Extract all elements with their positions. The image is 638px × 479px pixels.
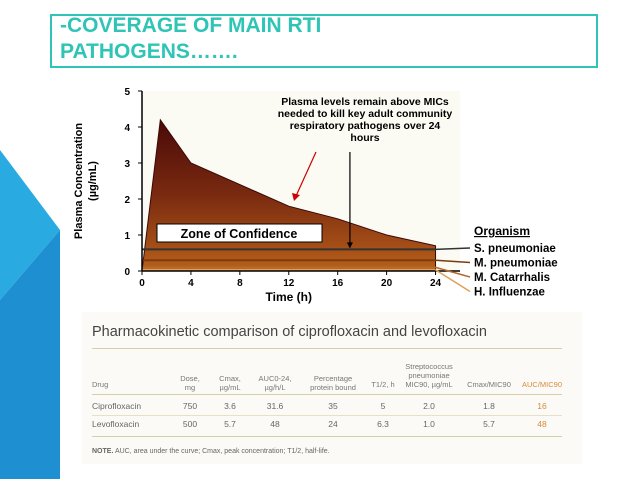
- x-tick-label: 0: [139, 278, 145, 289]
- note-label: NOTE.: [92, 448, 114, 455]
- annotation-line: hours: [350, 132, 379, 144]
- cell-drug: Levofloxacin: [92, 419, 140, 429]
- x-tick-label: 12: [283, 278, 295, 289]
- x-tick-label: 24: [430, 278, 442, 289]
- legend-entry: S. pneumoniae: [474, 243, 556, 255]
- annotation-line: Plasma levels remain above MICs: [281, 96, 449, 108]
- header-mic90: Streptococcus pneumoniae MIC90, µg/mL: [405, 362, 453, 389]
- cell-dose: 750: [182, 401, 198, 411]
- header-cmax-mic: Cmax/MIC90: [467, 380, 511, 389]
- cell-mic90: 1.0: [423, 419, 435, 429]
- legend-connector: [435, 259, 471, 264]
- annotation-arrowhead: [346, 242, 353, 249]
- chart-axes-group: [138, 90, 460, 275]
- cell-cmax-mic: 5.7: [483, 419, 495, 429]
- y-tick-label: 0: [124, 267, 130, 278]
- legend-entry: M. pneumoniae: [474, 258, 558, 270]
- y-axis-label: Plasma Concentration: [73, 123, 85, 239]
- cell-auc-mic: 16: [537, 401, 547, 411]
- note-text: AUC, area under the curve; Cmax, peak co…: [114, 448, 330, 455]
- cell-cmax-mic: 1.8: [483, 401, 495, 411]
- header-protein-bound: Percentage protein bound: [310, 374, 356, 392]
- cell-drug: Ciprofloxacin: [92, 401, 142, 411]
- annotation-line: needed to kill key adult community: [278, 108, 453, 120]
- annotation-arrow: [295, 151, 317, 197]
- y-tick-label: 4: [124, 123, 130, 134]
- table-header-rule: [92, 394, 562, 395]
- header-auc: AUC0-24, µg/h/L: [258, 374, 292, 392]
- cell-cmax: 5.7: [224, 419, 236, 429]
- table-top-rule: [92, 348, 562, 349]
- x-tick-label: 4: [188, 278, 194, 289]
- cell-cmax: 3.6: [224, 401, 236, 411]
- cell-protein: 35: [328, 401, 338, 411]
- header-half-life: T1/2, h: [371, 380, 395, 389]
- cell-protein: 24: [328, 419, 338, 429]
- y-tick-label: 1: [124, 231, 130, 242]
- legend-entry: M. Catarrhalis: [474, 272, 550, 284]
- legend-title: Organism: [474, 224, 530, 238]
- cell-mic90: 2.0: [423, 401, 435, 411]
- slide-title-line-2: PATHOGENS…….: [60, 40, 238, 63]
- zone-label-box: [156, 223, 323, 243]
- header-drug: Drug: [92, 380, 109, 389]
- cell-half-life: 5: [380, 401, 386, 411]
- annotation-arrowhead: [292, 193, 300, 201]
- y-tick-label: 5: [124, 87, 130, 98]
- cell-half-life: 6.3: [377, 419, 389, 429]
- slide-decoration: [0, 150, 60, 479]
- annotation-line: respiratory pathogens over 24: [290, 120, 441, 132]
- legend-connector: [435, 269, 471, 293]
- y-tick-label: 3: [124, 159, 130, 170]
- table-bottom-rule: [92, 436, 562, 437]
- cell-auc-mic: 48: [537, 419, 547, 429]
- table-note: NOTE. AUC, area under the curve; Cmax, p…: [92, 448, 330, 455]
- decoration-triangle-upper: [0, 150, 60, 300]
- x-tick-label: 8: [237, 278, 243, 289]
- legend-connector: [435, 266, 471, 278]
- cell-auc: 31.6: [266, 401, 284, 411]
- x-tick-label: 16: [332, 278, 344, 289]
- y-tick-label: 2: [124, 195, 130, 206]
- x-axis-label: Time (h): [266, 290, 312, 304]
- header-auc-mic: AUC/MIC90: [521, 380, 562, 389]
- header-cmax: Cmax, µg/mL: [219, 374, 241, 392]
- slide-title-box: -COVERAGE OF MAIN RTI PATHOGENS…….: [50, 14, 598, 68]
- mic-lines-group: [142, 248, 436, 271]
- pk-comparison-table: Pharmacokinetic comparison of ciprofloxa…: [82, 312, 582, 464]
- cell-auc: 48: [270, 419, 280, 429]
- legend-entry: H. Influenzae: [474, 287, 545, 299]
- zone-label-text: Zone of Confidence: [181, 227, 298, 241]
- slide-title-line-1: -COVERAGE OF MAIN RTI: [60, 14, 322, 37]
- decoration-triangle-lower: [0, 230, 60, 479]
- table-title: Pharmacokinetic comparison of ciprofloxa…: [92, 324, 487, 340]
- table-row-rule: [92, 415, 562, 416]
- header-dose: Dose, mg: [180, 374, 200, 392]
- legend-connector: [435, 247, 471, 251]
- cell-dose: 500: [182, 419, 198, 429]
- x-tick-label: 20: [381, 278, 393, 289]
- y-axis-label: (µg/mL): [87, 161, 99, 201]
